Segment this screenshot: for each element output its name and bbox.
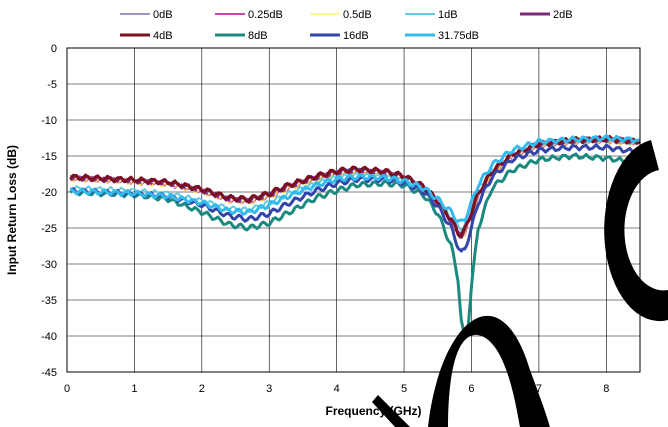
- legend: 0dB 0.25dB 0.5dB 1dB 2dB 4dB 8dB 16dB 31.75dB: [120, 9, 573, 42]
- series-line-8dB: [69, 152, 641, 340]
- x-tick-label: 1: [131, 383, 137, 395]
- plot-frame: [66, 47, 641, 373]
- plot-lines: [69, 134, 641, 340]
- series-line-16dB: [70, 143, 641, 253]
- y-tick-label: -20: [41, 187, 57, 199]
- occlusion-arc-right: [604, 140, 668, 322]
- grid: [66, 47, 640, 373]
- legend-label: 16dB: [343, 30, 369, 42]
- x-tick-label: 5: [401, 383, 407, 395]
- x-tick-labels: 0 1 2 3 4 5 6 7 8: [64, 383, 609, 395]
- legend-label: 0.5dB: [343, 9, 372, 21]
- legend-label: 4dB: [153, 30, 173, 42]
- legend-item: 1dB: [405, 9, 458, 21]
- x-tick-label: 0: [64, 383, 70, 395]
- x-tick-label: 2: [199, 383, 205, 395]
- legend-label: 0.25dB: [248, 9, 283, 21]
- legend-item: 0dB: [120, 9, 173, 21]
- y-tick-labels: 0 -5 -10 -15 -20 -25 -30 -35 -40 -45: [41, 43, 57, 379]
- occlusion-arc-bottom: [428, 315, 550, 427]
- y-axis-label: Input Return Loss (dB): [5, 145, 19, 275]
- series-line-31_75dB: [69, 134, 641, 223]
- legend-label: 0dB: [153, 9, 173, 21]
- x-tick-label: 7: [536, 383, 542, 395]
- y-tick-label: 0: [51, 43, 57, 55]
- x-tick-label: 4: [334, 383, 340, 395]
- legend-item: 0.5dB: [310, 9, 372, 21]
- legend-label: 31.75dB: [438, 30, 479, 42]
- legend-label: 1dB: [438, 9, 458, 21]
- legend-item: 4dB: [120, 30, 173, 42]
- y-tick-label: -40: [41, 331, 57, 343]
- y-tick-label: -45: [41, 367, 57, 379]
- y-tick-label: -10: [41, 115, 57, 127]
- y-tick-label: -25: [41, 223, 57, 235]
- legend-item: 2dB: [520, 9, 573, 21]
- x-tick-label: 6: [468, 383, 474, 395]
- legend-label: 8dB: [248, 30, 268, 42]
- y-tick-label: -5: [47, 79, 57, 91]
- x-tick-label: 3: [266, 383, 272, 395]
- legend-item: 31.75dB: [405, 30, 479, 42]
- y-tick-label: -35: [41, 295, 57, 307]
- legend-item: 0.25dB: [215, 9, 283, 21]
- legend-item: 8dB: [215, 30, 268, 42]
- legend-item: 16dB: [310, 30, 369, 42]
- y-tick-label: -30: [41, 259, 57, 271]
- legend-label: 2dB: [553, 9, 573, 21]
- x-axis-label: Frequency (GHz): [325, 404, 421, 418]
- y-tick-label: -15: [41, 151, 57, 163]
- series-line-0_5dB: [70, 138, 641, 239]
- x-tick-label: 8: [603, 383, 609, 395]
- occlusion-stroke-top: [372, 395, 410, 427]
